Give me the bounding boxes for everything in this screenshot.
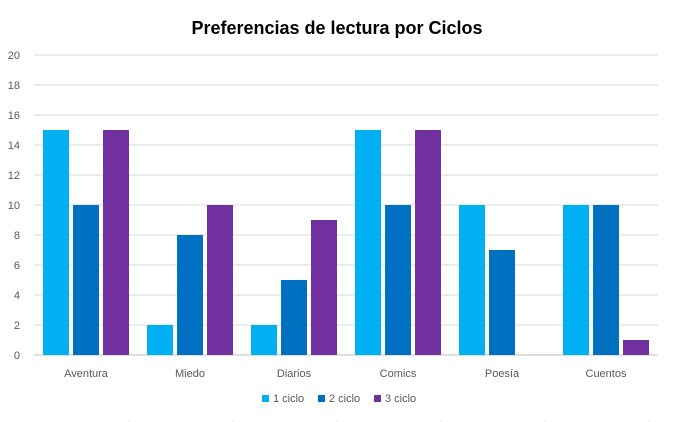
bar xyxy=(103,130,129,355)
bar xyxy=(593,205,619,355)
bar xyxy=(415,130,441,355)
legend-swatch xyxy=(318,395,325,402)
y-tick-label: 2 xyxy=(14,320,20,332)
x-tick-label: Miedo xyxy=(175,368,205,380)
y-axis-ticks: 0 2 4 6 8 10 12 14 16 18 20 xyxy=(8,50,20,362)
y-tick-label: 10 xyxy=(8,200,20,212)
y-tick-label: 0 xyxy=(14,350,20,362)
y-tick-label: 16 xyxy=(8,110,20,122)
legend-label: 1 ciclo xyxy=(273,393,304,405)
y-tick-label: 20 xyxy=(8,50,20,62)
x-tick-label: Poesía xyxy=(485,368,520,380)
x-tick-label: Cuentos xyxy=(586,368,627,380)
legend-swatch xyxy=(262,395,269,402)
y-tick-label: 12 xyxy=(8,170,20,182)
legend-label: 3 ciclo xyxy=(385,393,416,405)
y-tick-label: 6 xyxy=(14,260,20,272)
bars xyxy=(43,130,649,355)
y-tick-label: 14 xyxy=(8,140,20,152)
y-tick-label: 18 xyxy=(8,80,20,92)
bar xyxy=(251,325,277,355)
gridlines xyxy=(34,54,658,356)
x-tick-label: Comics xyxy=(380,368,417,380)
legend: 1 ciclo 2 ciclo 3 ciclo xyxy=(262,393,416,405)
chart-title: Preferencias de lectura por Ciclos xyxy=(191,18,482,38)
bar xyxy=(207,205,233,355)
bar xyxy=(73,205,99,355)
bar xyxy=(311,220,337,355)
bar xyxy=(459,205,485,355)
legend-label: 2 ciclo xyxy=(329,393,360,405)
y-tick-label: 4 xyxy=(14,290,20,302)
bar xyxy=(623,340,649,355)
bar xyxy=(177,235,203,355)
x-tick-label: Diarios xyxy=(277,368,312,380)
bar xyxy=(281,280,307,355)
bar xyxy=(385,205,411,355)
bar xyxy=(355,130,381,355)
legend-swatch xyxy=(374,395,381,402)
bar xyxy=(147,325,173,355)
x-axis-labels: Aventura Miedo Diarios Comics Poesía Cuentos xyxy=(64,368,627,380)
bar xyxy=(563,205,589,355)
bar xyxy=(489,250,515,355)
x-tick-label: Aventura xyxy=(64,368,109,380)
y-tick-label: 8 xyxy=(14,230,20,242)
bar xyxy=(43,130,69,355)
